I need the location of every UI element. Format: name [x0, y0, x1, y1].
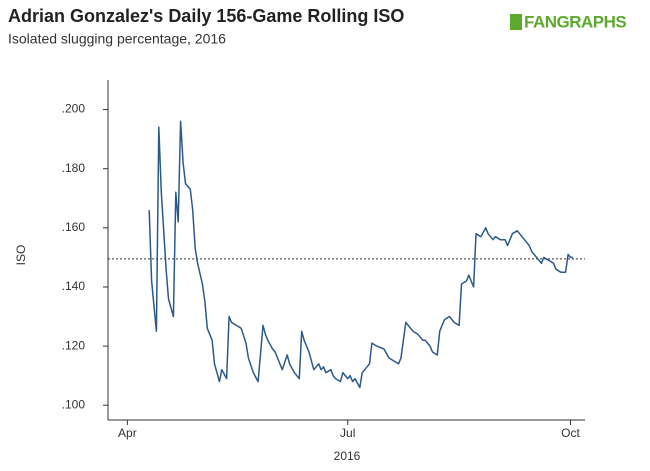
- y-tick-label: .120: [62, 338, 86, 352]
- logo-icon: [510, 14, 522, 30]
- logo: FANGRAPHS: [524, 12, 626, 31]
- y-tick-label: .100: [62, 397, 86, 411]
- y-tick-label: .200: [62, 102, 86, 116]
- x-tick-label: Apr: [118, 426, 137, 440]
- y-tick-label: .180: [62, 161, 86, 175]
- x-tick-label: Jul: [340, 426, 355, 440]
- x-axis-label: 2016: [334, 449, 361, 463]
- x-tick-label: Oct: [561, 426, 580, 440]
- y-tick-label: .160: [62, 220, 86, 234]
- y-tick-label: .140: [62, 279, 86, 293]
- chart-subtitle: Isolated slugging percentage, 2016: [8, 31, 226, 47]
- chart-title: Adrian Gonzalez's Daily 156-Game Rolling…: [8, 6, 404, 26]
- y-axis-label: ISO: [14, 245, 28, 266]
- line: [148, 120, 573, 389]
